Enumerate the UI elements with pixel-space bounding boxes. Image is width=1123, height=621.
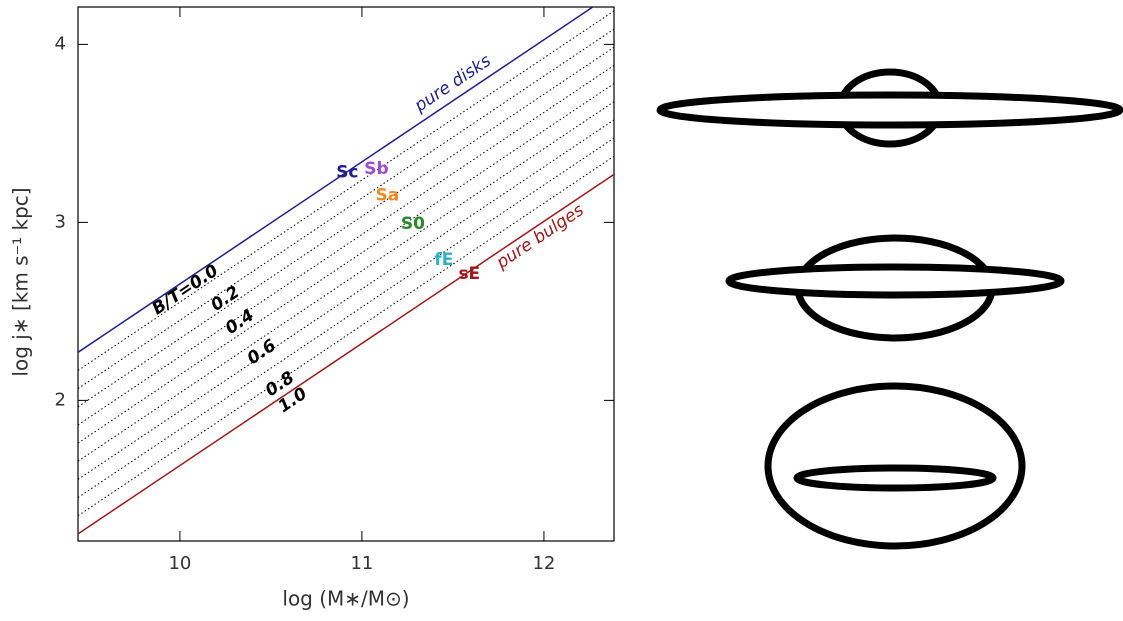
series-line — [78, 7, 595, 353]
bt-label: 0.4 — [222, 305, 258, 338]
disk-outline — [725, 263, 1065, 299]
bt-line — [78, 46, 614, 408]
morphology-label: Sb — [364, 159, 388, 179]
y-tick-label: 3 — [55, 211, 66, 232]
x-tick-label: 10 — [168, 553, 191, 574]
x-tick-label: 11 — [350, 553, 373, 574]
disk-outline — [656, 91, 1123, 129]
morphology-label: sE — [458, 264, 480, 284]
bt-line — [78, 101, 614, 462]
disk-outline — [793, 464, 997, 492]
bt-line — [78, 83, 614, 444]
series-line — [78, 173, 614, 535]
x-tick-label: 12 — [532, 553, 555, 574]
y-axis-label: log j∗ [km s⁻¹ kpc] — [9, 187, 33, 376]
morphology-label: S0 — [401, 214, 425, 234]
bt-label: B/T=0.0 — [149, 261, 223, 320]
bt-line — [78, 155, 614, 517]
series-label: pure bulges — [492, 200, 588, 273]
x-axis-label: log (M∗/M⊙) — [282, 587, 409, 611]
morphology-label: fE — [434, 250, 453, 270]
y-tick-label: 2 — [55, 389, 66, 410]
bt-line — [78, 28, 614, 390]
series-label: pure disks — [410, 51, 495, 117]
galaxy-sketches — [656, 68, 1123, 550]
morphology-label: Sa — [376, 186, 400, 206]
plot-lines — [78, 7, 614, 535]
plot-frame — [77, 6, 615, 542]
morphology-label: Sc — [336, 163, 358, 183]
y-tick-label: 4 — [55, 33, 66, 54]
bt-label: 0.6 — [244, 336, 280, 369]
